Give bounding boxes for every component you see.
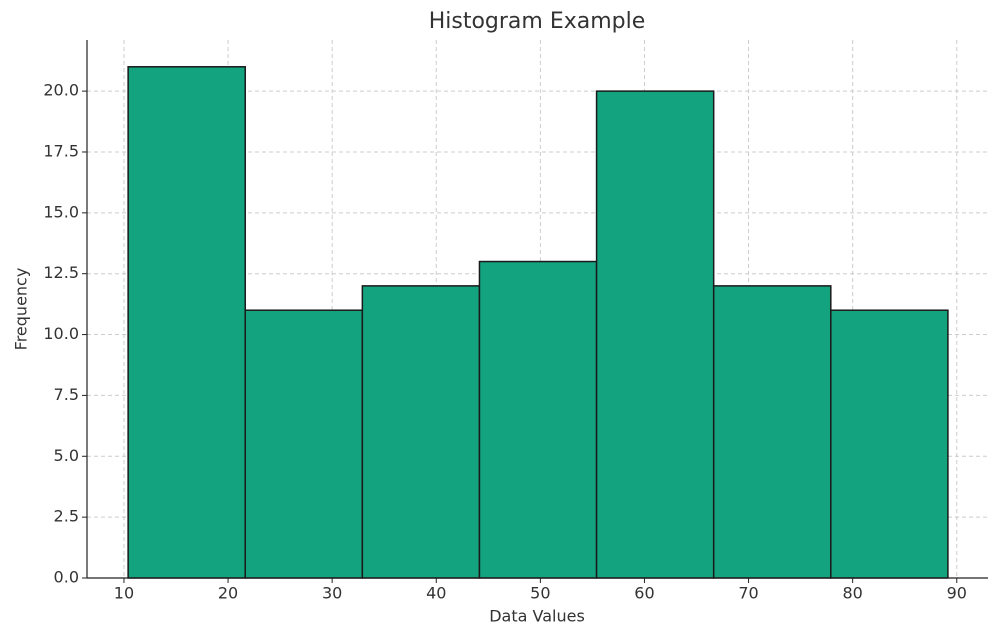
x-tick-label: 70 <box>738 584 758 603</box>
y-tick-label: 10.0 <box>43 324 79 343</box>
bar <box>712 285 832 579</box>
bar <box>595 90 715 579</box>
x-tick-label: 80 <box>842 584 862 603</box>
x-tick-label: 10 <box>114 584 134 603</box>
y-tick-label: 5.0 <box>54 446 79 465</box>
bar <box>244 309 364 579</box>
y-tick-label: 17.5 <box>43 141 79 160</box>
bar <box>127 66 246 579</box>
x-tick-label: 90 <box>947 584 967 603</box>
chart-title: Histogram Example <box>429 9 646 34</box>
y-tick-label: 12.5 <box>43 263 79 282</box>
y-tick-label: 2.5 <box>54 507 79 526</box>
x-tick-label: 40 <box>426 584 446 603</box>
x-tick-label: 30 <box>322 584 342 603</box>
y-tick-label: 20.0 <box>43 81 79 100</box>
x-tick-label: 50 <box>530 584 550 603</box>
x-axis-label: Data Values <box>489 607 585 626</box>
bar <box>361 285 481 579</box>
y-tick-label: 15.0 <box>43 202 79 221</box>
x-tick-label: 20 <box>218 584 238 603</box>
y-tick-label: 7.5 <box>54 385 79 404</box>
x-tick-label: 60 <box>634 584 654 603</box>
bar <box>830 309 949 579</box>
y-tick-label: 0.0 <box>54 568 79 587</box>
y-axis-label: Frequency <box>12 268 31 351</box>
bar <box>478 260 598 579</box>
